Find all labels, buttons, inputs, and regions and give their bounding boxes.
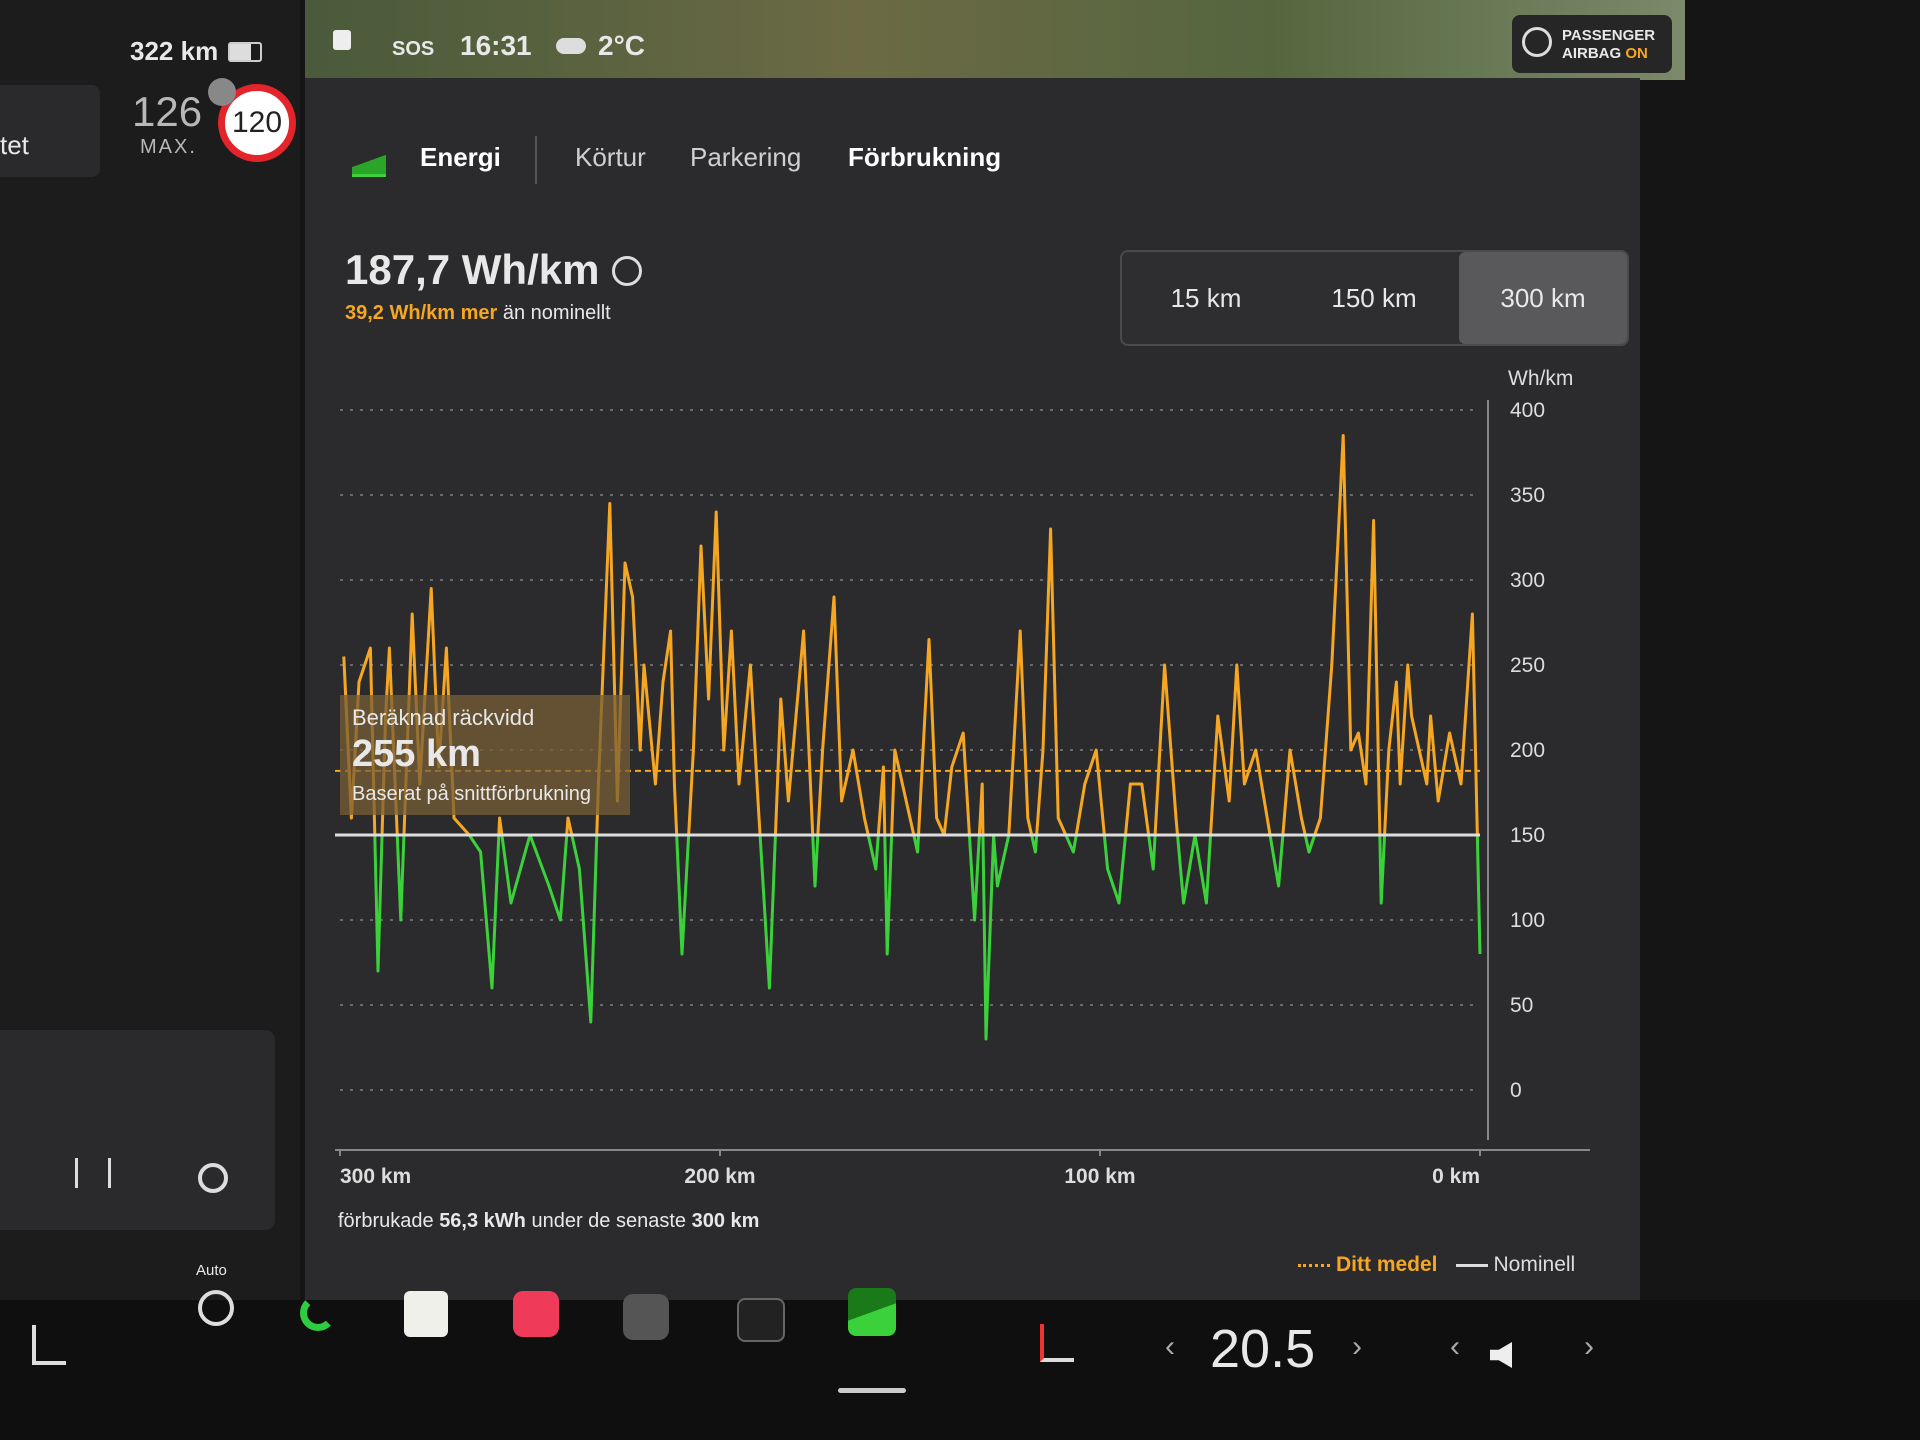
left-column: tet 322 km 126 MAX. 120 bbox=[0, 0, 300, 1300]
tab[interactable]: Energi bbox=[420, 142, 501, 172]
controls-card bbox=[0, 1030, 275, 1230]
tooltip: Beräknad räckvidd 255 km Baserat på snit… bbox=[340, 695, 630, 815]
airbag-badge: PASSENGER AIRBAG ON bbox=[1512, 15, 1672, 73]
mute-icon bbox=[208, 78, 236, 106]
x-tick-label: 300 km bbox=[340, 1165, 411, 1188]
volume-down[interactable]: ‹ bbox=[1450, 1330, 1460, 1363]
temperature: 2°C bbox=[598, 30, 645, 61]
footer-text: under de senaste bbox=[531, 1210, 687, 1232]
x-tick-label: 100 km bbox=[1064, 1165, 1135, 1188]
left-card bbox=[0, 85, 100, 177]
y-tick-label: 250 bbox=[1510, 654, 1545, 677]
map-strip bbox=[305, 0, 1685, 80]
tooltip-value: 255 km bbox=[352, 733, 481, 775]
seat-icon[interactable] bbox=[32, 1325, 66, 1365]
y-tick-label: 50 bbox=[1510, 994, 1533, 1017]
legend-swatch bbox=[1298, 1263, 1330, 1267]
time: 16:31 bbox=[460, 30, 532, 61]
weather-icon bbox=[556, 38, 586, 54]
camera-icon[interactable] bbox=[623, 1294, 669, 1340]
active-indicator bbox=[838, 1388, 906, 1393]
tooltip-note: Baserat på snittförbrukning bbox=[352, 783, 592, 805]
notes-icon[interactable] bbox=[404, 1291, 448, 1337]
temp-down[interactable]: ‹ bbox=[1165, 1330, 1175, 1363]
legend-item: Nominell bbox=[1455, 1253, 1576, 1276]
airbag-state: ON bbox=[1625, 45, 1648, 62]
speaker-icon[interactable] bbox=[1490, 1342, 1512, 1368]
tab[interactable]: Parkering bbox=[690, 142, 802, 172]
airbag-bottom: AIRBAG ON bbox=[1562, 45, 1648, 62]
phone-icon[interactable] bbox=[300, 1295, 336, 1331]
max-label: MAX. bbox=[140, 136, 197, 158]
x-tick-label: 200 km bbox=[684, 1165, 755, 1188]
settings-icon[interactable] bbox=[75, 1158, 111, 1188]
footer-text: förbrukade bbox=[338, 1210, 434, 1232]
range-button-selected[interactable]: 300 km bbox=[1459, 252, 1627, 344]
range-button[interactable]: 150 km bbox=[1331, 283, 1417, 313]
sos: SOS bbox=[392, 38, 435, 60]
temp-up[interactable]: › bbox=[1352, 1330, 1362, 1363]
summary-difference: 39,2 Wh/km mer bbox=[345, 302, 498, 324]
y-tick-label: 400 bbox=[1510, 399, 1545, 422]
range: 322 km bbox=[130, 36, 219, 66]
search-icon[interactable] bbox=[198, 1163, 228, 1193]
battery-icon bbox=[228, 42, 262, 62]
y-axis-label: Wh/km bbox=[1508, 367, 1573, 390]
summary-suffix: än nominellt bbox=[502, 302, 611, 324]
legend-item: Ditt medel bbox=[1298, 1253, 1438, 1276]
max-speed: 126 bbox=[132, 88, 203, 135]
summary-value: 187,7 Wh/km bbox=[345, 246, 600, 293]
range-button[interactable]: 15 km bbox=[1170, 283, 1242, 313]
range-selector: 15 km 150 km 300 km bbox=[1120, 250, 1629, 346]
tooltip-title: Beräknad räckvidd bbox=[352, 705, 535, 730]
y-tick-label: 100 bbox=[1510, 909, 1545, 932]
cabin-temperature: 20.5 bbox=[1210, 1319, 1316, 1379]
legend: Ditt medel Nominell bbox=[1280, 1253, 1575, 1277]
volume-up[interactable]: › bbox=[1584, 1330, 1594, 1363]
y-tick-label: 0 bbox=[1510, 1079, 1522, 1102]
legend-swatch bbox=[1455, 1263, 1488, 1267]
y-tick-label: 300 bbox=[1510, 569, 1545, 592]
tab-divider bbox=[535, 136, 537, 184]
airbag-icon bbox=[1522, 27, 1552, 57]
auto-label: Auto bbox=[196, 1262, 227, 1279]
footer-energy: 56,3 kWh bbox=[439, 1210, 526, 1232]
energy-tab-icon bbox=[352, 148, 386, 177]
y-tick-label: 150 bbox=[1510, 824, 1545, 847]
consumption-line bbox=[342, 434, 1482, 1041]
bottom-bar: Auto ‹ 20.5 › ‹ › bbox=[0, 1262, 1920, 1440]
airbag-label: AIRBAG bbox=[1562, 45, 1622, 62]
info-icon[interactable] bbox=[612, 256, 642, 286]
footer-distance: 300 km bbox=[691, 1210, 760, 1232]
music-icon[interactable] bbox=[513, 1291, 559, 1337]
tab[interactable]: Förbrukning bbox=[848, 142, 1002, 172]
energy-app-icon[interactable] bbox=[848, 1288, 896, 1336]
partial-label: tet bbox=[0, 130, 29, 160]
tab[interactable]: Körtur bbox=[575, 142, 646, 172]
airbag-top: PASSENGER bbox=[1562, 27, 1656, 44]
legend-label: Nominell bbox=[1493, 1253, 1576, 1276]
steering-heat-icon[interactable] bbox=[198, 1290, 234, 1326]
y-tick-label: 350 bbox=[1510, 484, 1545, 507]
footer: förbrukade 56,3 kWh under de senaste 300… bbox=[338, 1210, 759, 1233]
summary-sub: 39,2 Wh/km mer än nominellt bbox=[345, 302, 611, 325]
more-icon[interactable] bbox=[737, 1298, 785, 1342]
x-tick-label: 0 km bbox=[1432, 1165, 1480, 1188]
legend-label: Ditt medel bbox=[1336, 1253, 1438, 1276]
lock-icon bbox=[333, 30, 351, 50]
seat-heater-icon[interactable] bbox=[1040, 1324, 1074, 1362]
y-tick-label: 200 bbox=[1510, 739, 1545, 762]
